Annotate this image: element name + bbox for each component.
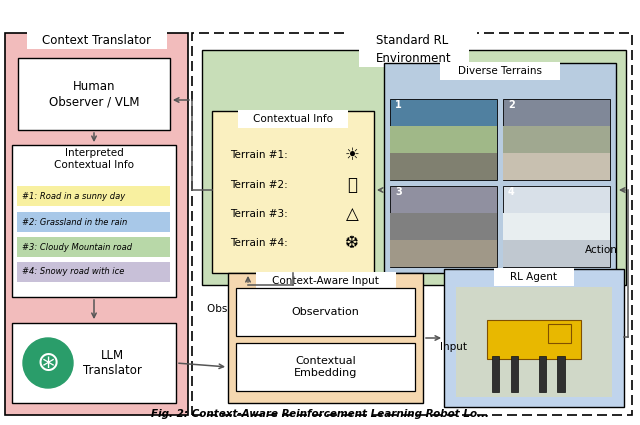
Bar — [444, 269, 624, 407]
Text: 3: 3 — [395, 187, 402, 197]
Text: #1: Road in a sunny day: #1: Road in a sunny day — [22, 192, 125, 201]
Text: Context-Aware Input: Context-Aware Input — [272, 276, 379, 286]
Text: Terrain #1:: Terrain #1: — [230, 150, 288, 160]
Bar — [228, 273, 423, 403]
Bar — [5, 33, 188, 415]
Bar — [202, 50, 626, 285]
Text: Contextual
Embedding: Contextual Embedding — [294, 356, 357, 378]
Text: Action: Action — [585, 245, 618, 255]
Bar — [17, 212, 170, 232]
Bar — [390, 126, 497, 153]
Bar — [26, 31, 166, 49]
Bar — [511, 356, 518, 391]
Text: Standard RL: Standard RL — [376, 34, 448, 46]
Bar — [456, 287, 612, 397]
Bar — [238, 110, 348, 128]
Text: #3: Cloudy Mountain road: #3: Cloudy Mountain road — [22, 243, 132, 252]
Bar — [359, 49, 469, 67]
Circle shape — [23, 338, 73, 388]
Bar — [503, 99, 610, 180]
Text: △: △ — [346, 205, 358, 223]
Text: Environment: Environment — [376, 51, 452, 65]
Bar — [539, 356, 546, 391]
Bar — [347, 31, 477, 49]
Bar — [384, 63, 616, 273]
Bar — [440, 62, 560, 80]
Bar — [192, 33, 632, 415]
Bar — [390, 186, 497, 267]
Bar — [12, 145, 176, 297]
Bar — [390, 99, 497, 180]
Text: #2: Grassland in the rain: #2: Grassland in the rain — [22, 218, 127, 227]
Text: Diverse Terrains: Diverse Terrains — [458, 66, 542, 76]
Text: ❆: ❆ — [345, 234, 359, 252]
Text: Input: Input — [440, 342, 467, 352]
Bar — [390, 213, 497, 240]
Bar — [503, 213, 610, 240]
Bar — [503, 227, 610, 267]
Text: Contextual Info: Contextual Info — [253, 114, 333, 124]
Text: 1: 1 — [395, 100, 402, 110]
Bar — [492, 356, 499, 391]
Text: Human
Observer / VLM: Human Observer / VLM — [49, 80, 140, 108]
Bar — [236, 343, 415, 391]
Bar — [487, 320, 581, 359]
Bar — [236, 288, 415, 336]
Bar — [18, 58, 170, 130]
Bar — [548, 324, 572, 343]
Text: LLM
Translator: LLM Translator — [83, 349, 141, 377]
Bar — [557, 356, 565, 391]
Text: 2: 2 — [508, 100, 515, 110]
Bar — [255, 272, 396, 290]
Text: Terrain #3:: Terrain #3: — [230, 209, 288, 219]
Bar — [17, 237, 170, 257]
Text: ⊛: ⊛ — [36, 349, 60, 377]
Text: Interpreted
Contextual Info: Interpreted Contextual Info — [54, 148, 134, 170]
Bar — [390, 227, 497, 267]
Text: Terrain #2:: Terrain #2: — [230, 180, 288, 190]
Text: Context Translator: Context Translator — [42, 34, 151, 46]
Text: #4: Snowy road with ice: #4: Snowy road with ice — [22, 267, 124, 277]
Text: 4: 4 — [508, 187, 515, 197]
Text: RL Agent: RL Agent — [511, 272, 557, 282]
Bar — [390, 140, 497, 180]
Bar — [503, 186, 610, 267]
Text: Fig. 2: Context-Aware Reinforcement Learning Robot Lo...: Fig. 2: Context-Aware Reinforcement Lear… — [151, 409, 489, 419]
Bar — [212, 111, 374, 273]
Text: Terrain #4:: Terrain #4: — [230, 238, 288, 248]
Bar — [503, 126, 610, 153]
Text: Observation: Observation — [292, 307, 360, 317]
Text: Explicitly
Observable State: Explicitly Observable State — [207, 292, 298, 314]
Text: ⛅: ⛅ — [347, 176, 357, 194]
Bar — [494, 268, 574, 286]
Bar — [503, 140, 610, 180]
Text: ☀: ☀ — [344, 146, 360, 164]
Bar — [17, 262, 170, 282]
Bar — [17, 186, 170, 206]
Bar — [12, 323, 176, 403]
